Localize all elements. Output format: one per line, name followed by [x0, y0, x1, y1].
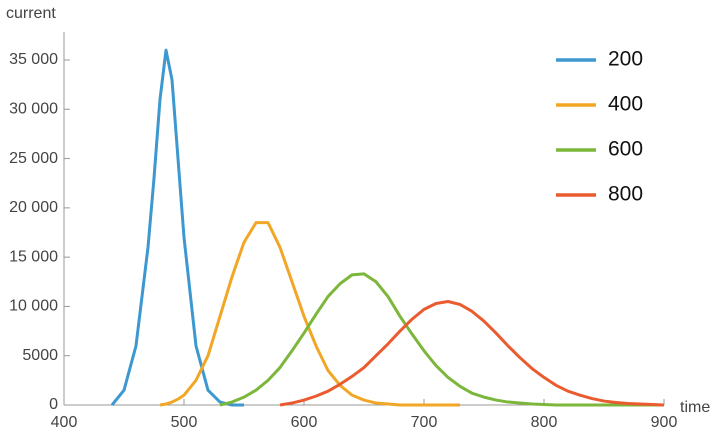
y-tick-label: 5000	[22, 347, 58, 364]
x-axis-label: time	[680, 399, 710, 416]
y-tick-label: 0	[49, 396, 58, 413]
y-tick-label: 35 000	[9, 51, 58, 68]
legend-label: 400	[608, 93, 643, 116]
x-tick-label: 600	[291, 414, 318, 431]
series-line	[219, 272, 664, 407]
legend-label: 800	[608, 183, 643, 206]
y-tick-label: 30 000	[9, 101, 58, 118]
legend-label: 200	[608, 48, 643, 71]
y-tick-label: 10 000	[9, 298, 58, 315]
x-tick-label: 400	[51, 414, 78, 431]
series-line	[279, 300, 665, 407]
x-tick-label: 900	[651, 414, 678, 431]
series-line	[159, 221, 460, 407]
series-line	[110, 48, 244, 407]
x-tick-label: 800	[531, 414, 558, 431]
y-tick-label: 20 000	[9, 199, 58, 216]
legend-label: 600	[608, 138, 643, 161]
x-tick-label: 700	[411, 414, 438, 431]
y-tick-label: 15 000	[9, 248, 58, 265]
y-tick-label: 25 000	[9, 150, 58, 167]
y-axis-label: current	[6, 5, 56, 22]
x-tick-label: 500	[171, 414, 198, 431]
